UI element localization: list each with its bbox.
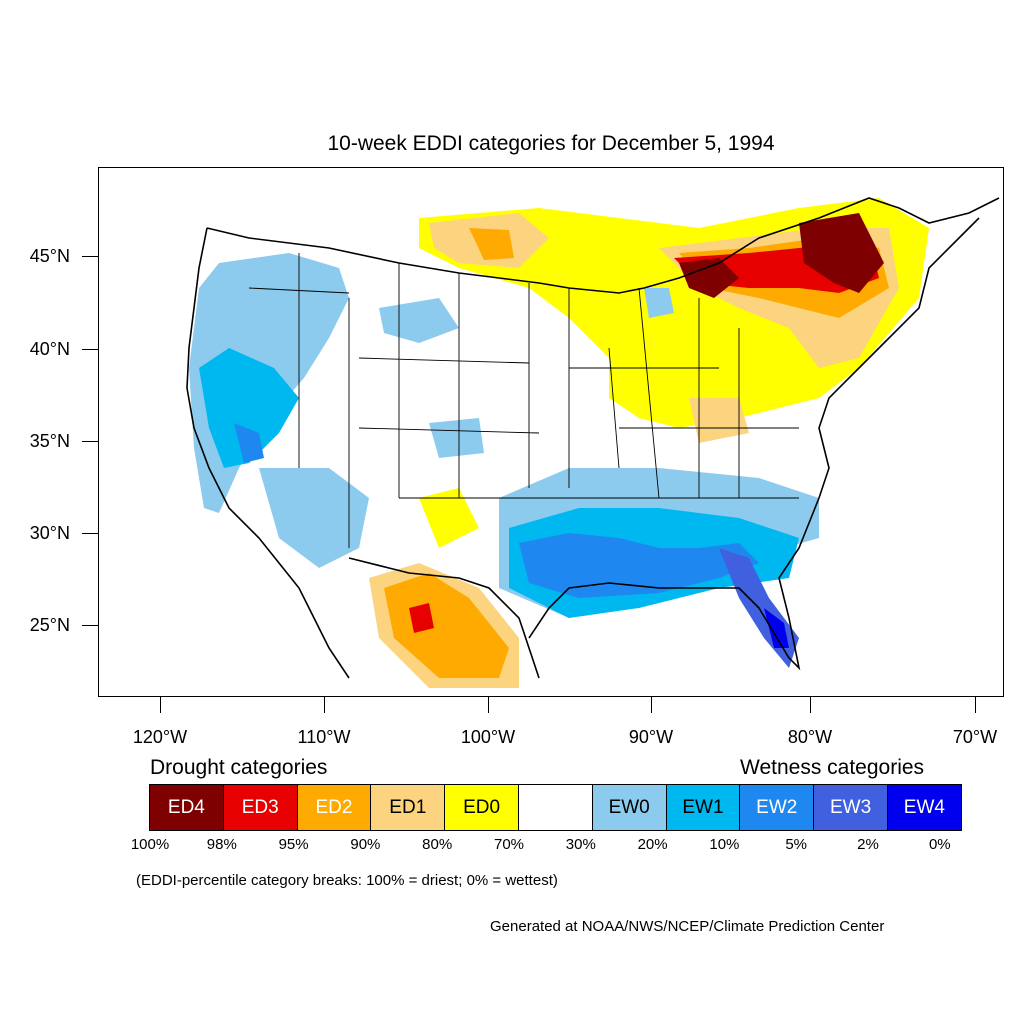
legend-box-ed4: ED4 xyxy=(149,784,224,831)
lon-tick-90 xyxy=(651,697,652,713)
lon-label-100: 100°W xyxy=(460,727,516,747)
region-ew0-southwest xyxy=(259,468,369,568)
legend-box-ew2: EW2 xyxy=(739,784,815,831)
region-ew0-michigan xyxy=(644,288,674,318)
break-label: 30% xyxy=(565,836,596,853)
map-title: 10-week EDDI categories for December 5, … xyxy=(327,132,775,155)
lat-tick-35 xyxy=(82,441,98,442)
lon-tick-100 xyxy=(488,697,489,713)
category-note: (EDDI-percentile category breaks: 100% =… xyxy=(136,872,558,889)
lat-label-45: 45°N xyxy=(29,246,70,266)
lon-label-120: 120°W xyxy=(132,727,188,747)
break-label: 2% xyxy=(857,836,879,853)
legend-box-neutral xyxy=(517,784,593,831)
break-label: 80% xyxy=(422,836,453,853)
legend-box-ed3: ED3 xyxy=(222,784,298,831)
map-panel xyxy=(98,167,1004,697)
wetness-heading: Wetness categories xyxy=(740,756,925,779)
legend-box-ew1: EW1 xyxy=(665,784,741,831)
lat-label-30: 30°N xyxy=(29,523,70,543)
lon-label-90: 90°W xyxy=(628,727,674,747)
region-ew2-nevada xyxy=(234,423,264,463)
region-ed4-greatlakes xyxy=(679,258,739,298)
lat-tick-30 xyxy=(82,533,98,534)
region-ew2-south xyxy=(519,533,759,598)
lon-tick-80 xyxy=(810,697,811,713)
region-ew4-florida xyxy=(764,608,789,648)
lat-tick-25 xyxy=(82,625,98,626)
region-ed1-ohio xyxy=(689,398,749,443)
legend-box-ew4: EW4 xyxy=(886,784,962,831)
region-ed4-northeast xyxy=(799,213,884,293)
region-ed2-mexico xyxy=(384,573,509,678)
legend-box-ed1: ED1 xyxy=(370,784,446,831)
lon-label-70: 70°W xyxy=(952,727,998,747)
region-ew0-wyoming xyxy=(379,298,459,343)
break-label: 10% xyxy=(709,836,740,853)
lat-label-40: 40°N xyxy=(29,339,70,359)
lat-label-35: 35°N xyxy=(29,431,70,451)
legend-box-ew0: EW0 xyxy=(591,784,667,831)
region-ew1-west xyxy=(199,348,299,468)
credit-line: Generated at NOAA/NWS/NCEP/Climate Predi… xyxy=(490,918,885,935)
break-label: 0% xyxy=(928,836,951,853)
lat-tick-40 xyxy=(82,349,98,350)
break-label: 95% xyxy=(278,836,309,853)
lon-label-80: 80°W xyxy=(787,727,833,747)
category-breaks: 100% 98% 95% 90% 80% 70% 30% 20% 10% 5% 2% 0% xyxy=(0,836,1024,856)
eddi-map xyxy=(186,197,1000,688)
break-label: 70% xyxy=(493,836,525,853)
break-label: 100% xyxy=(130,836,170,853)
region-ed2-northplains xyxy=(469,228,514,260)
lon-tick-120 xyxy=(160,697,161,713)
region-ed3-mexico xyxy=(409,603,434,633)
break-label: 98% xyxy=(206,836,237,853)
break-label: 90% xyxy=(350,836,381,853)
drought-heading: Drought categories xyxy=(150,756,328,779)
lat-tick-45 xyxy=(82,256,98,257)
legend-box-ed2: ED2 xyxy=(296,784,372,831)
lon-label-110: 110°W xyxy=(297,727,351,747)
region-ew0-colorado xyxy=(429,418,484,458)
break-label: 20% xyxy=(637,836,668,853)
break-label: 5% xyxy=(785,836,808,853)
lon-tick-70 xyxy=(975,697,976,713)
region-ed0-mexico xyxy=(419,488,479,548)
lon-tick-110 xyxy=(324,697,325,713)
coastline xyxy=(186,197,1000,679)
lat-label-25: 25°N xyxy=(29,615,70,635)
legend-box-ew3: EW3 xyxy=(813,784,888,831)
legend-box-ed0: ED0 xyxy=(444,784,519,831)
state-borders xyxy=(248,253,799,548)
category-legend: ED4 ED3 ED2 ED1 ED0 EW0 EW1 EW2 EW3 EW4 xyxy=(149,784,962,831)
